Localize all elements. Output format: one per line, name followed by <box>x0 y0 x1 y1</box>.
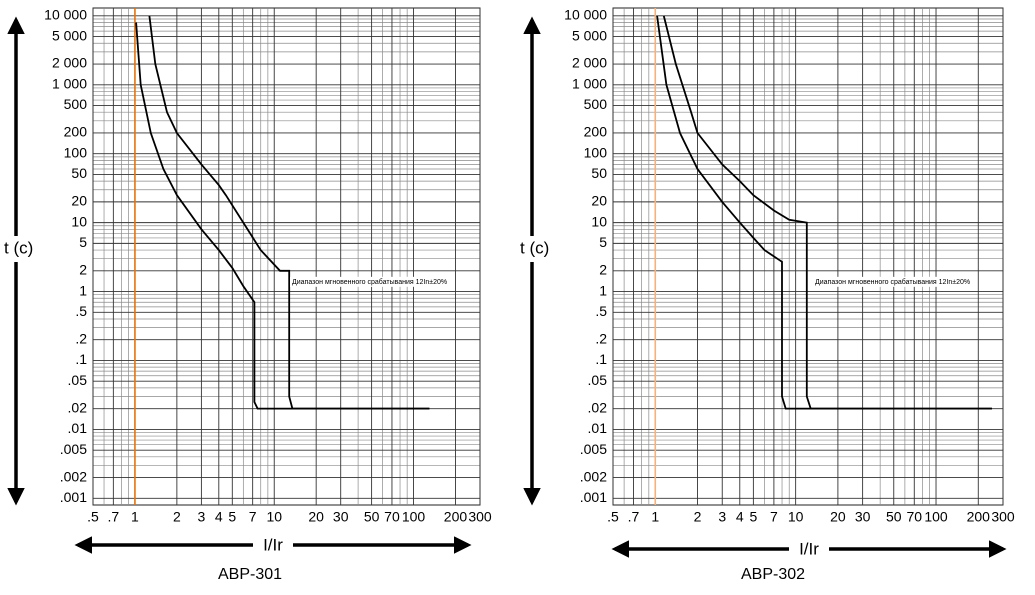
y-tick-label: 100 <box>64 144 88 160</box>
y-tick-label: .001 <box>60 489 87 505</box>
y-label-bg <box>518 236 558 262</box>
annotation-bg <box>290 276 450 287</box>
curve <box>148 15 430 410</box>
y-tick-label: 2 <box>599 262 607 278</box>
y-tick-label: 1 <box>79 282 87 298</box>
y-tick-label: 100 <box>584 144 608 160</box>
y-tick-label: .2 <box>595 330 607 346</box>
curve <box>135 22 430 410</box>
chart-title: АВР-302 <box>741 566 805 583</box>
y-tick-label: .05 <box>588 372 608 388</box>
y-tick-label: .5 <box>595 303 607 319</box>
x-tick-label: 50 <box>364 509 380 525</box>
curve <box>662 15 992 410</box>
y-tick-label: 2 <box>79 262 87 278</box>
y-tick-label: 200 <box>64 124 88 140</box>
x-tick-label: 50 <box>886 509 902 525</box>
x-tick-label: 200 <box>967 509 991 525</box>
y-tick-label: 500 <box>64 96 88 112</box>
x-tick-label: 70 <box>906 509 922 525</box>
y-tick-label: .2 <box>75 330 87 346</box>
y-tick-label: .02 <box>68 399 88 415</box>
y-tick-label: 10 <box>591 213 607 229</box>
x-tick-label: 4 <box>736 509 744 525</box>
y-tick-label: 5 000 <box>572 27 607 43</box>
x-tick-label: 300 <box>991 509 1015 525</box>
x-tick-label: 2 <box>694 509 702 525</box>
x-label-bg <box>253 533 293 557</box>
y-tick-label: .1 <box>75 351 87 367</box>
x-tick-label: .7 <box>108 509 120 525</box>
y-tick-label: 1 000 <box>52 75 87 91</box>
y-tick-label: 10 000 <box>564 7 607 23</box>
x-tick-label: 5 <box>749 509 757 525</box>
x-tick-label: 3 <box>197 509 205 525</box>
x-tick-label: 10 <box>788 509 804 525</box>
x-tick-label: 300 <box>468 509 492 525</box>
x-tick-label: 5 <box>228 509 236 525</box>
y-axis-label: t (c) <box>4 238 33 257</box>
x-tick-label: 2 <box>173 509 181 525</box>
x-tick-label: 7 <box>770 509 778 525</box>
x-tick-label: 20 <box>308 509 324 525</box>
y-tick-label: 50 <box>71 165 87 181</box>
x-tick-label: 100 <box>402 509 426 525</box>
y-tick-label: .5 <box>75 303 87 319</box>
x-tick-label: 4 <box>215 509 223 525</box>
x-tick-label: 100 <box>924 509 948 525</box>
x-label-bg <box>789 537 829 561</box>
y-label-bg <box>2 236 42 262</box>
y-tick-label: 1 <box>599 282 607 298</box>
x-tick-label: .5 <box>607 509 619 525</box>
annotation: Диапазон мгновенного срабатывания 12In±2… <box>292 278 447 286</box>
y-tick-label: 200 <box>584 124 608 140</box>
y-tick-label: 1 000 <box>572 75 607 91</box>
x-axis-label: I/Ir <box>799 539 819 558</box>
y-tick-label: 500 <box>584 96 608 112</box>
y-tick-label: .002 <box>60 468 87 484</box>
x-tick-label: 1 <box>651 509 659 525</box>
y-tick-label: .05 <box>68 372 88 388</box>
y-tick-label: 5 000 <box>52 27 87 43</box>
y-tick-label: .01 <box>588 420 608 436</box>
y-tick-label: 20 <box>71 193 87 209</box>
x-tick-label: 7 <box>249 509 257 525</box>
y-tick-label: .02 <box>588 399 608 415</box>
x-tick-label: 3 <box>718 509 726 525</box>
curve <box>656 15 992 410</box>
y-tick-label: 5 <box>599 234 607 250</box>
x-tick-label: 20 <box>830 509 846 525</box>
y-tick-label: 2 000 <box>52 55 87 71</box>
plot-area <box>92 7 481 506</box>
x-tick-label: 1 <box>131 509 139 525</box>
annotation: Диапазон мгновенного срабатывания 12In±2… <box>815 278 970 286</box>
x-axis-label: I/Ir <box>263 535 283 554</box>
y-tick-label: .005 <box>60 441 87 457</box>
y-tick-label: .002 <box>580 468 607 484</box>
y-tick-label: .005 <box>580 441 607 457</box>
y-tick-label: 5 <box>79 234 87 250</box>
chart-title: АВР-301 <box>218 566 282 583</box>
plot-area <box>612 7 1004 506</box>
y-tick-label: 2 000 <box>572 55 607 71</box>
y-tick-label: 10 <box>71 213 87 229</box>
y-tick-label: .1 <box>595 351 607 367</box>
x-tick-label: 10 <box>266 509 282 525</box>
y-tick-label: 20 <box>591 193 607 209</box>
y-tick-label: .001 <box>580 489 607 505</box>
y-tick-label: .01 <box>68 420 88 436</box>
x-tick-label: 30 <box>855 509 871 525</box>
x-tick-label: 200 <box>444 509 468 525</box>
x-tick-label: 30 <box>333 509 349 525</box>
y-axis-label: t (c) <box>520 238 549 257</box>
annotation-bg <box>813 276 973 287</box>
x-tick-label: .5 <box>87 509 99 525</box>
y-tick-label: 50 <box>591 165 607 181</box>
x-tick-label: .7 <box>628 509 640 525</box>
y-tick-label: 10 000 <box>44 7 87 23</box>
x-tick-label: 70 <box>384 509 400 525</box>
